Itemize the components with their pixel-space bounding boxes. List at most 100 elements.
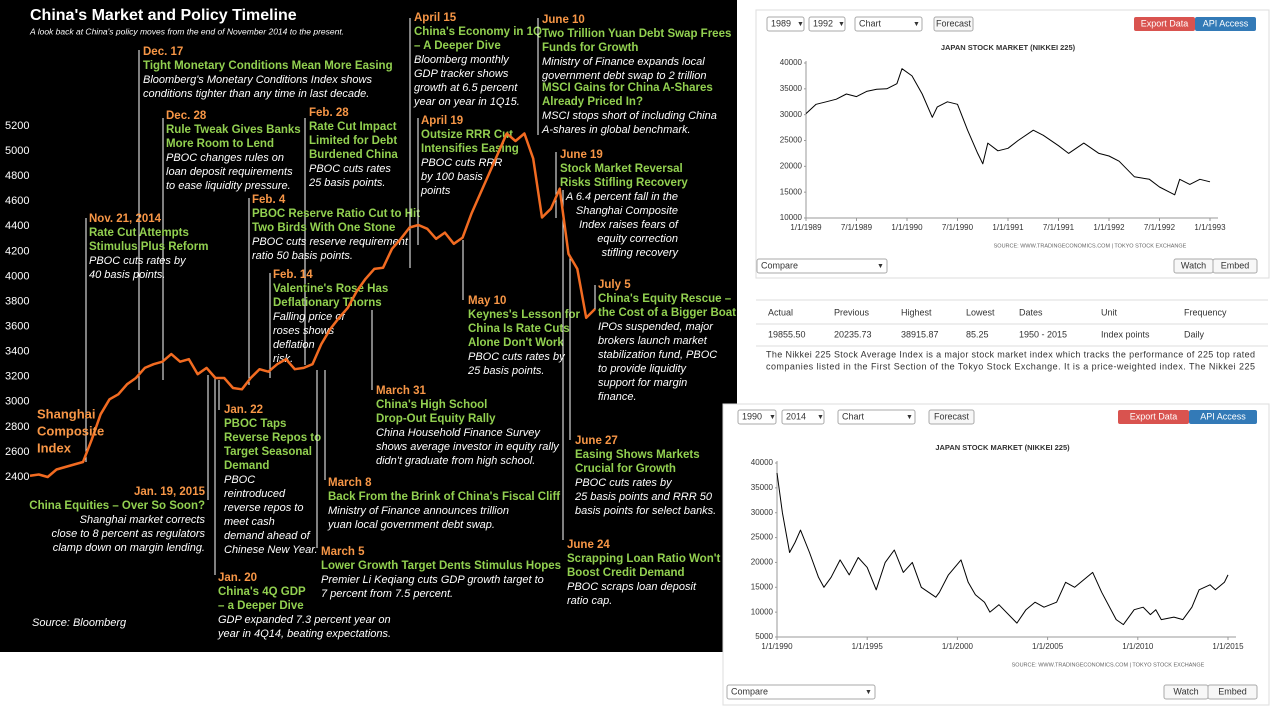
compare-select[interactable]	[726, 684, 876, 700]
annotation-title: More Room to Lend	[166, 138, 274, 150]
embed-button-label[interactable]: Embed	[1218, 686, 1247, 696]
annotation-title: Burdened China	[309, 149, 398, 161]
annotation-text: Bloomberg monthly	[414, 54, 510, 66]
forecast-button[interactable]	[928, 409, 975, 425]
y-tick-label: 20000	[780, 161, 803, 170]
export-button[interactable]	[1134, 17, 1195, 31]
y-tick-label: 3600	[5, 320, 29, 332]
annotation-text: deflation	[273, 339, 315, 351]
x-tick-label: 1/1/2015	[1212, 642, 1244, 651]
watch-button-label[interactable]: Watch	[1173, 686, 1198, 696]
export-button[interactable]	[1118, 410, 1189, 424]
annotation-text: government debt swap to 2 trillion	[542, 70, 706, 82]
table-header: Actual	[768, 307, 793, 317]
annotation-text: basis points for select banks.	[575, 505, 716, 517]
annotation-title: Two Trillion Yuan Debt Swap Frees	[542, 28, 731, 40]
y-tick-label: 25000	[751, 533, 774, 542]
compare-select-label[interactable]: Compare	[761, 260, 798, 270]
view-select[interactable]	[854, 16, 923, 32]
y-tick-label: 10000	[780, 213, 803, 222]
end-select[interactable]	[808, 16, 846, 32]
y-tick-label: 35000	[751, 483, 774, 492]
y-tick-label: 4000	[5, 270, 29, 282]
annotation-text: finance.	[598, 391, 637, 403]
annotation-text: Ministry of Finance expands local	[542, 56, 705, 68]
y-tick-label: 40000	[751, 458, 774, 467]
api-button-label[interactable]: API Access	[1200, 411, 1246, 421]
table-cell: 38915.87	[901, 329, 939, 339]
annotation-title: Rule Tweak Gives Banks	[166, 124, 301, 136]
annotation-text: year in 4Q14, beating expectations.	[217, 628, 391, 640]
annotation-text: China Household Finance Survey	[376, 427, 541, 439]
annotation-text: shows average investor in equity rally	[376, 441, 560, 453]
y-tick-label: 30000	[751, 508, 774, 517]
annotation-text: PBOC cuts rates	[309, 163, 391, 175]
annotation-title: PBOC Reserve Ratio Cut to Hit	[252, 208, 420, 220]
annotation-title: Risks Stifling Recovery	[560, 177, 688, 189]
annotation-text: PBOC scraps loan deposit	[567, 581, 697, 593]
export-button-label[interactable]: Export Data	[1141, 18, 1189, 28]
table-header: Dates	[1019, 307, 1043, 317]
annotation-text: to provide liquidity	[598, 363, 688, 375]
forecast-button-label[interactable]: Forecast	[934, 411, 970, 421]
annotation-date: Jan. 19, 2015	[134, 486, 206, 498]
compare-select[interactable]	[756, 258, 888, 274]
embed-button[interactable]	[1212, 258, 1258, 274]
annotation-title: Tight Monetary Conditions Mean More Easi…	[143, 60, 393, 72]
end-select-label[interactable]: 1992	[813, 18, 833, 28]
compare-select-label[interactable]: Compare	[731, 686, 768, 696]
embed-button-label[interactable]: Embed	[1221, 260, 1250, 270]
annotation-text: meet cash	[224, 516, 275, 528]
annotation-date: Feb. 14	[273, 269, 313, 281]
annotation-text: stifling recovery	[602, 247, 680, 259]
annotation-text: Index raises fears of	[579, 219, 679, 231]
annotation-date: Feb. 28	[309, 107, 349, 119]
view-select[interactable]	[837, 409, 916, 425]
annotation-date: March 8	[328, 477, 372, 489]
annotation-text: ratio cap.	[567, 595, 612, 607]
dropdown-icon: ▼	[838, 21, 845, 28]
start-select[interactable]	[737, 409, 777, 425]
view-select-label[interactable]: Chart	[842, 411, 865, 421]
annotation-text: conditions tighter than any time in last…	[143, 88, 369, 100]
dropdown-icon: ▼	[906, 414, 913, 421]
y-tick-label: 40000	[780, 58, 803, 67]
annotation-text: 25 basis points.	[308, 177, 385, 189]
widget-frame	[755, 9, 1270, 279]
start-select-label[interactable]: 1990	[742, 411, 762, 421]
api-button[interactable]	[1189, 410, 1257, 424]
annotation-title: Reverse Repos to	[224, 432, 321, 444]
api-button-label[interactable]: API Access	[1203, 18, 1249, 28]
annotation-text: close to 8 percent as regulators	[52, 528, 206, 540]
end-select-label[interactable]: 2014	[786, 411, 806, 421]
forecast-button-label[interactable]: Forecast	[936, 18, 972, 28]
embed-button[interactable]	[1207, 684, 1258, 700]
start-select[interactable]	[766, 16, 805, 32]
chart-source: SOURCE: WWW.TRADINGECONOMICS.COM | TOKYO…	[994, 243, 1187, 249]
y-tick-label: 3400	[5, 346, 29, 358]
api-button[interactable]	[1195, 17, 1256, 31]
annotation-text: ratio 50 basis points.	[252, 250, 353, 262]
table-header: Lowest	[966, 307, 995, 317]
annotation-text: to ease liquidity pressure.	[166, 180, 291, 192]
y-tick-label: 10000	[751, 607, 774, 616]
annotation-title: the Cost of a Bigger Boat	[598, 307, 736, 319]
end-select[interactable]	[781, 409, 825, 425]
series-label: Index	[37, 440, 72, 455]
annotation-title: Outsize RRR Cut	[421, 129, 513, 141]
description-line: companies listed in the First Section of…	[766, 361, 1255, 371]
x-tick-label: 1/1/1992	[1093, 223, 1125, 232]
y-tick-label: 30000	[780, 110, 803, 119]
series-label: Composite	[37, 423, 104, 438]
start-select-label[interactable]: 1989	[771, 18, 791, 28]
dropdown-icon: ▼	[877, 263, 884, 270]
view-select-label[interactable]: Chart	[859, 18, 882, 28]
annotation-date: March 31	[376, 385, 426, 397]
watch-button-label[interactable]: Watch	[1181, 260, 1206, 270]
export-button-label[interactable]: Export Data	[1130, 411, 1178, 421]
annotation-date: Jan. 20	[218, 572, 257, 584]
x-tick-label: 1/1/1991	[992, 223, 1024, 232]
annotation-text: equity correction	[597, 233, 678, 245]
forecast-button[interactable]	[933, 16, 974, 32]
annotation-title: China Is Rate Cuts	[468, 323, 570, 335]
